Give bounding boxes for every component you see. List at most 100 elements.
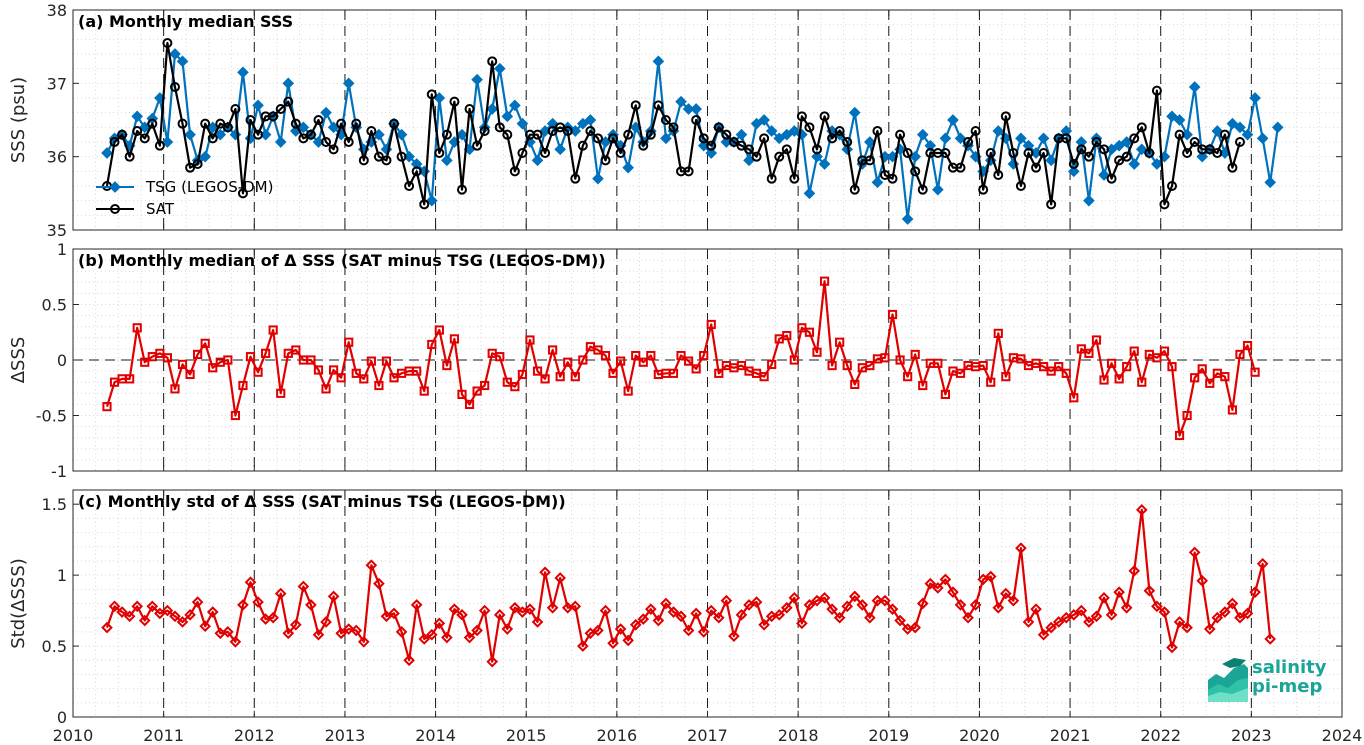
data-point xyxy=(819,276,830,286)
data-point xyxy=(139,133,150,144)
data-point xyxy=(780,601,793,614)
data-point xyxy=(992,125,1005,137)
data-point xyxy=(955,368,966,378)
data-point xyxy=(419,199,430,210)
data-point xyxy=(1098,592,1110,604)
data-point xyxy=(1196,574,1209,587)
data-point xyxy=(359,374,369,384)
data-point xyxy=(880,353,890,363)
data-point xyxy=(425,194,438,207)
data-point xyxy=(138,121,151,134)
data-point xyxy=(947,586,959,598)
data-point xyxy=(608,368,618,378)
data-point xyxy=(1061,133,1072,144)
data-point xyxy=(169,610,181,623)
data-point xyxy=(796,111,807,122)
data-point xyxy=(1121,151,1132,162)
data-point xyxy=(425,628,438,641)
data-point xyxy=(1167,362,1177,372)
data-point xyxy=(268,111,279,122)
panel-b: -1 -0.5 0 0.5 1 ΔSSS (b) Monthly median of Δ S… xyxy=(8,240,1343,481)
data-point xyxy=(842,360,852,371)
data-point xyxy=(191,596,204,608)
data-point xyxy=(1022,616,1035,628)
data-point xyxy=(902,148,913,158)
data-point xyxy=(735,609,748,621)
data-point xyxy=(411,166,422,177)
data-point xyxy=(274,587,287,600)
data-point xyxy=(441,129,452,140)
data-point xyxy=(1136,122,1147,133)
data-point xyxy=(1135,143,1148,156)
data-point xyxy=(1038,148,1049,158)
data-point xyxy=(403,654,415,667)
data-point xyxy=(993,328,1003,338)
y-tick-label: 1 xyxy=(57,566,67,585)
panel-title: (a) Monthly median SSS xyxy=(78,12,293,31)
data-point xyxy=(342,77,355,90)
data-point xyxy=(682,103,695,115)
data-point xyxy=(244,576,257,589)
x-tick-label: 2021 xyxy=(1050,726,1091,745)
data-point xyxy=(1067,165,1080,178)
data-point xyxy=(373,151,384,162)
data-point xyxy=(1173,114,1186,126)
data-point xyxy=(154,140,165,151)
data-point xyxy=(728,137,739,147)
data-point xyxy=(230,104,241,114)
data-point xyxy=(812,347,822,357)
data-point xyxy=(652,55,665,68)
data-point xyxy=(767,359,777,370)
data-point xyxy=(253,367,263,377)
data-point xyxy=(434,148,445,158)
data-point xyxy=(253,129,264,140)
data-point xyxy=(374,380,384,391)
data-point xyxy=(199,150,211,163)
data-point xyxy=(910,349,920,360)
data-point xyxy=(811,594,823,607)
data-point xyxy=(321,384,331,394)
data-point xyxy=(933,358,943,368)
data-point xyxy=(872,126,883,136)
data-point xyxy=(569,600,582,613)
data-point xyxy=(184,128,196,141)
data-point xyxy=(842,137,853,147)
data-point xyxy=(1091,335,1102,345)
grid xyxy=(72,9,1343,231)
data-point xyxy=(584,627,597,640)
data-point xyxy=(177,359,188,370)
data-point xyxy=(1166,110,1178,123)
series-sat xyxy=(101,38,1245,210)
data-point xyxy=(1159,346,1170,356)
data-point xyxy=(750,117,763,130)
data-point xyxy=(1174,430,1185,441)
data-point xyxy=(592,133,603,144)
data-point xyxy=(486,103,499,115)
data-point xyxy=(546,117,559,130)
data-point xyxy=(502,129,513,140)
data-point xyxy=(1031,162,1042,173)
data-point xyxy=(365,559,378,572)
data-point xyxy=(404,181,415,191)
data-point xyxy=(1143,584,1156,597)
legend: TSG (LEGOS-DM) SAT xyxy=(96,178,273,218)
data-point xyxy=(305,129,316,140)
data-point xyxy=(1264,633,1277,645)
data-point xyxy=(1075,136,1088,148)
data-point xyxy=(1181,621,1193,634)
data-point xyxy=(916,128,929,141)
data-point xyxy=(456,609,468,621)
data-point xyxy=(509,601,521,614)
data-point xyxy=(713,122,724,133)
data-point xyxy=(532,129,543,140)
data-point xyxy=(117,129,128,140)
y-tick-label: 1.5 xyxy=(42,495,67,514)
data-point xyxy=(185,162,196,173)
data-point xyxy=(493,62,506,75)
data-point xyxy=(1120,601,1133,614)
data-point xyxy=(1099,375,1109,385)
data-point xyxy=(410,599,423,611)
data-point xyxy=(690,103,702,115)
data-point xyxy=(638,140,649,151)
data-point xyxy=(108,600,121,613)
